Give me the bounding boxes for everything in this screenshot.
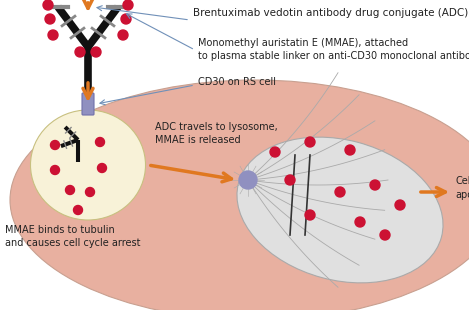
Text: Cell
apoptosis: Cell apoptosis <box>455 176 469 200</box>
Circle shape <box>66 185 75 194</box>
Circle shape <box>85 188 94 197</box>
Circle shape <box>335 187 345 197</box>
Circle shape <box>45 14 55 24</box>
Circle shape <box>285 175 295 185</box>
Circle shape <box>51 140 60 149</box>
Circle shape <box>74 206 83 215</box>
Circle shape <box>51 166 60 175</box>
Circle shape <box>43 0 53 10</box>
Circle shape <box>380 230 390 240</box>
Circle shape <box>239 171 257 189</box>
Circle shape <box>370 180 380 190</box>
Circle shape <box>345 145 355 155</box>
FancyBboxPatch shape <box>82 93 94 115</box>
Circle shape <box>48 30 58 40</box>
Ellipse shape <box>10 80 469 310</box>
Text: Brentuximab vedotin antibody drug conjugate (ADC): Brentuximab vedotin antibody drug conjug… <box>193 8 468 18</box>
Circle shape <box>121 14 131 24</box>
Ellipse shape <box>30 110 145 220</box>
Circle shape <box>355 217 365 227</box>
Circle shape <box>395 200 405 210</box>
Circle shape <box>123 0 133 10</box>
Text: MMAE binds to tubulin
and causes cell cycle arrest: MMAE binds to tubulin and causes cell cy… <box>5 225 141 248</box>
Text: Monomethyl auristatin E (MMAE), attached
to plasma stable linker on anti-CD30 mo: Monomethyl auristatin E (MMAE), attached… <box>198 38 469 61</box>
Text: ADC travels to lysosome,
MMAE is released: ADC travels to lysosome, MMAE is release… <box>155 122 278 145</box>
Circle shape <box>305 137 315 147</box>
Circle shape <box>270 147 280 157</box>
Text: CD30 on RS cell: CD30 on RS cell <box>198 77 276 87</box>
Circle shape <box>305 210 315 220</box>
Ellipse shape <box>237 137 443 283</box>
Circle shape <box>98 163 106 172</box>
Circle shape <box>118 30 128 40</box>
Circle shape <box>96 138 105 147</box>
Circle shape <box>75 47 85 57</box>
Circle shape <box>91 47 101 57</box>
